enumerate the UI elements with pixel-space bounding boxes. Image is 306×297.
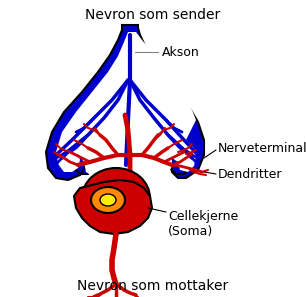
- Ellipse shape: [91, 187, 125, 213]
- Text: Akson: Akson: [162, 45, 200, 59]
- Polygon shape: [74, 180, 152, 234]
- Polygon shape: [46, 25, 204, 180]
- Text: Nevron som mottaker: Nevron som mottaker: [77, 279, 229, 293]
- Polygon shape: [56, 32, 196, 180]
- Ellipse shape: [100, 194, 116, 206]
- Ellipse shape: [82, 168, 150, 228]
- Text: Nerveterminal: Nerveterminal: [218, 141, 306, 154]
- Text: Dendritter: Dendritter: [218, 168, 282, 181]
- Text: Nevron som sender: Nevron som sender: [85, 8, 221, 22]
- Text: Cellekjerne
(Soma): Cellekjerne (Soma): [168, 210, 238, 238]
